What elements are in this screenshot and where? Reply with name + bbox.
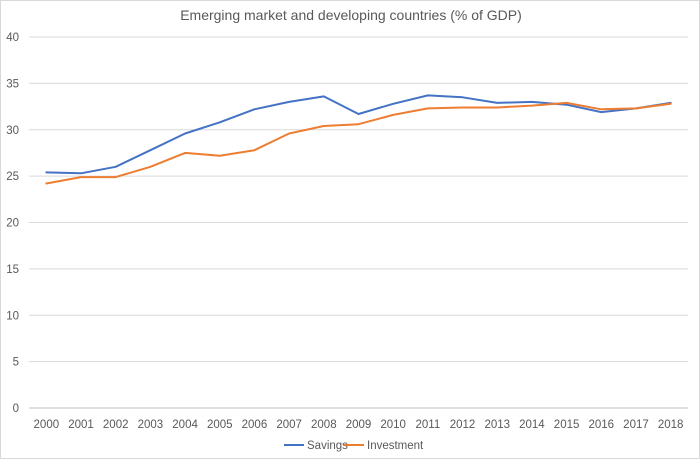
x-tick-label: 2013 bbox=[484, 419, 510, 431]
x-tick-label: 2012 bbox=[450, 419, 476, 431]
y-axis-tick-labels: 0 5 10 15 20 25 30 35 40 bbox=[6, 32, 19, 415]
y-tick-label: 10 bbox=[6, 310, 19, 322]
x-tick-label: 2016 bbox=[588, 419, 614, 431]
x-tick-label: 2008 bbox=[311, 419, 337, 431]
legend: Savings Investment bbox=[284, 440, 424, 452]
x-tick-label: 2017 bbox=[623, 419, 649, 431]
x-tick-label: 2002 bbox=[103, 419, 129, 431]
y-tick-label: 15 bbox=[6, 264, 19, 276]
x-tick-label: 2000 bbox=[34, 419, 60, 431]
x-tick-label: 2007 bbox=[276, 419, 302, 431]
series-line-savings bbox=[45, 94, 672, 175]
y-tick-label: 30 bbox=[6, 125, 19, 137]
legend-label-investment: Investment bbox=[367, 440, 424, 452]
x-tick-label: 2018 bbox=[658, 419, 684, 431]
y-tick-label: 40 bbox=[6, 32, 19, 44]
x-axis-tick-labels: 2000 2001 2002 2003 2004 2005 2006 2007 2008 2009… bbox=[34, 419, 684, 431]
y-tick-label: 0 bbox=[13, 403, 19, 415]
chart-title: Emerging market and developing countries… bbox=[180, 7, 522, 23]
y-tick-label: 20 bbox=[6, 218, 19, 230]
x-tick-label: 2009 bbox=[346, 419, 372, 431]
y-tick-label: 25 bbox=[6, 171, 19, 183]
x-tick-label: 2005 bbox=[207, 419, 233, 431]
series-line-investment bbox=[45, 101, 672, 185]
x-tick-label: 2011 bbox=[416, 419, 441, 431]
x-tick-label: 2006 bbox=[242, 419, 268, 431]
x-tick-label: 2010 bbox=[380, 419, 406, 431]
y-tick-label: 35 bbox=[6, 78, 19, 90]
series-lines bbox=[45, 94, 672, 185]
x-tick-label: 2015 bbox=[554, 419, 580, 431]
x-tick-label: 2001 bbox=[68, 419, 94, 431]
legend-label-savings: Savings bbox=[307, 440, 348, 452]
y-tick-label: 5 bbox=[13, 357, 19, 369]
x-tick-label: 2014 bbox=[519, 419, 545, 431]
x-tick-label: 2004 bbox=[172, 419, 198, 431]
grid-lines bbox=[29, 36, 688, 409]
x-tick-label: 2003 bbox=[138, 419, 164, 431]
